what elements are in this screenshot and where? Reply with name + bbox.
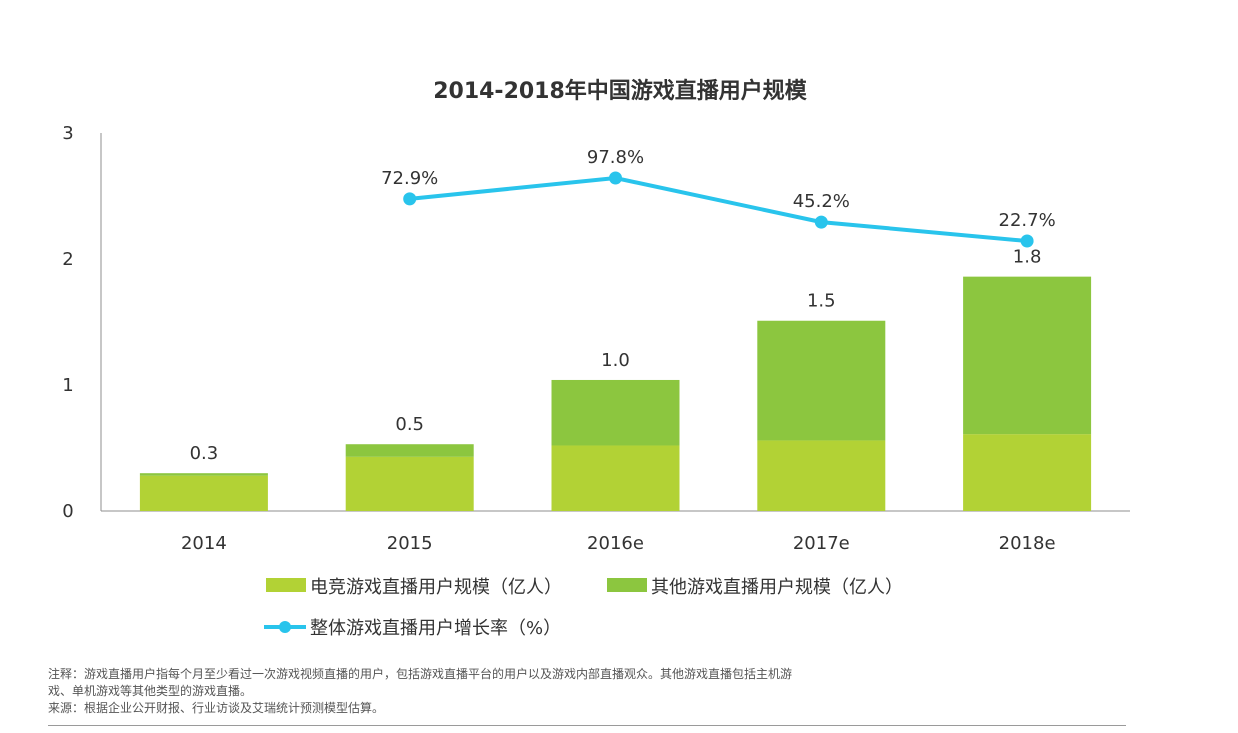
bar-esports-2014 <box>139 475 268 511</box>
chart-title: 2014-2018年中国游戏直播用户规模 <box>433 78 808 104</box>
legend-swatch-growth-marker <box>279 621 291 633</box>
bar-other-2015 <box>345 444 474 457</box>
legend-label-growth: 整体游戏直播用户增长率（%） <box>310 618 561 639</box>
legend-label-esports: 电竞游戏直播用户规模（亿人） <box>310 577 562 598</box>
total-label-2014: 0.3 <box>190 443 219 464</box>
total-label-2015: 0.5 <box>395 414 424 435</box>
legend-swatch-esports <box>266 578 306 592</box>
bar-other-2018e <box>963 276 1092 435</box>
legend-label-other: 其他游戏直播用户规模（亿人） <box>651 577 903 598</box>
legend: 电竞游戏直播用户规模（亿人） 其他游戏直播用户规模（亿人） 整体游戏直播用户增长… <box>264 577 903 639</box>
bar-esports-2016e <box>551 445 680 511</box>
total-label-2018e: 1.8 <box>1013 247 1042 268</box>
y-tick-label: 2 <box>62 249 73 270</box>
legend-swatch-other <box>607 578 647 592</box>
growth-label-2017e: 45.2% <box>793 191 850 212</box>
growth-label-2015: 72.9% <box>381 168 438 189</box>
total-label-2017e: 1.5 <box>807 291 836 312</box>
bar-other-2014 <box>139 473 268 476</box>
bar-esports-2017e <box>757 440 886 511</box>
note-line-2: 戏、单机游戏等其他类型的游戏直播。 <box>48 684 253 698</box>
y-tick-label: 3 <box>62 123 73 144</box>
x-tick-label-2016e: 2016e <box>587 533 644 554</box>
bar-esports-2015 <box>345 456 474 511</box>
total-label-2016e: 1.0 <box>601 350 630 371</box>
bottom-divider <box>48 725 1126 726</box>
footnotes: 注释：游戏直播用户指每个月至少看过一次游戏视频直播的用户，包括游戏直播平台的用户… <box>48 666 1138 717</box>
x-tick-label-2017e: 2017e <box>793 533 850 554</box>
growth-label-2016e: 97.8% <box>587 147 644 168</box>
y-tick-label: 0 <box>62 501 73 522</box>
growth-label-2018e: 22.7% <box>999 210 1056 231</box>
growth-chart: 2014-2018年中国游戏直播用户规模 0 1 2 3 0.3 0.5 1.0 1.5 1.… <box>62 78 1130 639</box>
x-tick-label-2015: 2015 <box>387 533 433 554</box>
y-tick-label: 1 <box>62 375 73 396</box>
note-line-1: 注释：游戏直播用户指每个月至少看过一次游戏视频直播的用户，包括游戏直播平台的用户… <box>48 667 793 681</box>
bar-esports-2018e <box>963 434 1092 511</box>
growth-point-2018e <box>1020 234 1034 248</box>
growth-point-2016e <box>609 171 622 185</box>
growth-rate-line <box>409 175 1028 243</box>
source-line: 来源：根据企业公开财报、行业访谈及艾瑞统计预测模型估算。 <box>48 701 385 715</box>
bar-other-2016e <box>551 379 680 446</box>
growth-point-2017e <box>814 215 828 229</box>
bar-other-2017e <box>757 320 886 441</box>
growth-point-2015 <box>403 192 417 206</box>
x-tick-label-2014: 2014 <box>181 533 227 554</box>
x-tick-label-2018e: 2018e <box>999 533 1056 554</box>
